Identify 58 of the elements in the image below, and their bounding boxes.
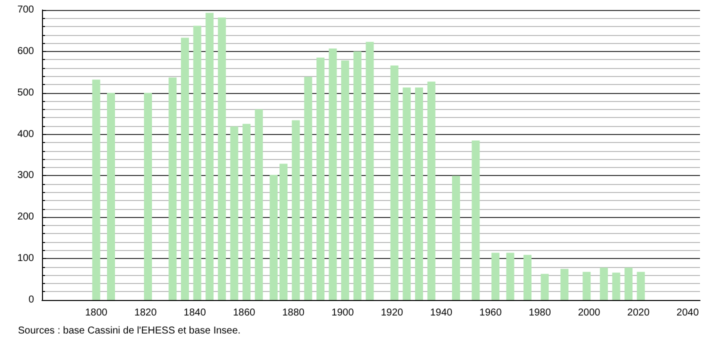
x-tick-label: 1820: [134, 308, 158, 318]
bar: [390, 66, 398, 300]
bar: [624, 268, 633, 300]
bar: [206, 12, 214, 300]
x-tick-label: 1800: [85, 308, 108, 318]
x-tick-label: 1980: [528, 308, 552, 318]
bar: [254, 109, 263, 300]
y-tick-label: 100: [17, 253, 34, 264]
bar: [107, 92, 116, 300]
bar: [180, 38, 189, 300]
bar: [242, 124, 251, 300]
y-tick-label: 500: [17, 87, 34, 98]
bar: [280, 164, 288, 300]
bar: [427, 82, 436, 300]
bar: [452, 176, 460, 300]
x-tick-label: 1840: [184, 308, 206, 318]
bar: [270, 174, 278, 300]
x-tick-label: 1960: [479, 308, 502, 318]
bar: [612, 272, 620, 300]
bar: [230, 126, 238, 300]
bar: [316, 58, 324, 300]
y-tick-label: 700: [17, 4, 34, 16]
y-tick-label: 0: [28, 294, 34, 306]
y-tick-label: 600: [17, 46, 34, 57]
bar: [472, 140, 480, 300]
bar: [218, 17, 226, 300]
bar: [636, 272, 645, 300]
x-tick-label: 1920: [380, 308, 404, 318]
source-note: Sources : base Cassini de l'EHESS et base Insee.: [18, 326, 241, 336]
y-tick-label: 400: [17, 128, 34, 140]
x-tick-label: 1880: [282, 308, 305, 318]
x-tick-label: 1860: [232, 308, 256, 318]
bar: [193, 26, 202, 300]
y-tick-label: 300: [17, 170, 34, 182]
x-tick-label: 1940: [430, 308, 453, 318]
bar: [341, 60, 350, 300]
bar: [292, 120, 300, 300]
bar: [144, 92, 152, 300]
bar: [366, 42, 374, 300]
x-tick-label: 2020: [627, 308, 650, 318]
bar: [353, 51, 362, 300]
bar: [582, 272, 591, 300]
bar: [415, 87, 424, 300]
bar: [168, 78, 177, 300]
bar: [560, 268, 568, 300]
bar: [523, 254, 532, 300]
x-tick-label: 2000: [578, 308, 601, 318]
bar: [92, 80, 100, 300]
bar: [491, 252, 500, 300]
x-tick-label: 1900: [332, 308, 354, 318]
y-tick-label: 200: [17, 212, 34, 223]
bar: [506, 252, 514, 300]
bar: [304, 76, 312, 300]
bar: [600, 268, 608, 300]
bar: [402, 87, 411, 300]
bar: [328, 48, 337, 300]
bar: [540, 274, 549, 300]
x-tick-label: 2040: [676, 308, 700, 318]
